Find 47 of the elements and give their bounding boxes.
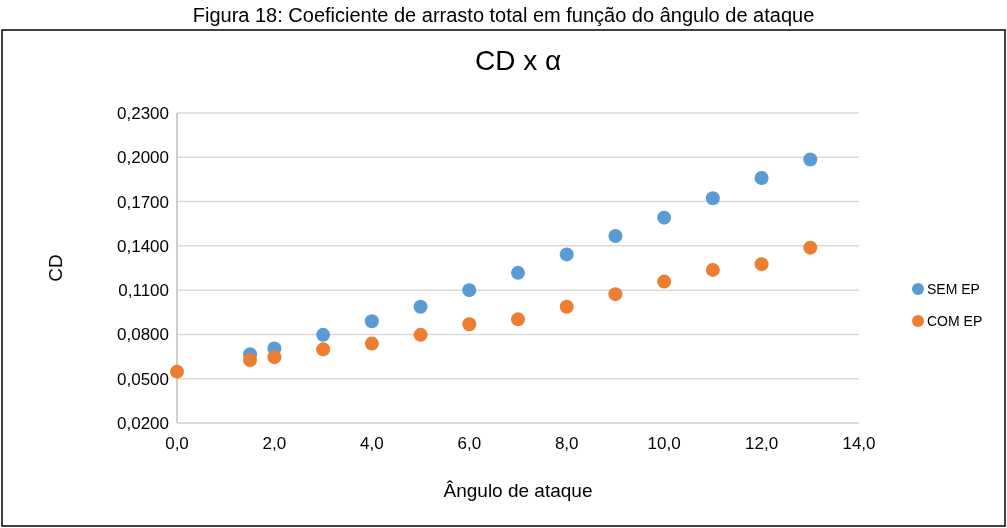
point bbox=[803, 152, 818, 167]
point bbox=[413, 327, 428, 342]
x-tick-label: 6,0 bbox=[457, 434, 482, 453]
point bbox=[657, 210, 672, 225]
point bbox=[364, 314, 379, 329]
y-tick-label: 0,1400 bbox=[117, 236, 169, 256]
point bbox=[657, 274, 672, 289]
point bbox=[316, 342, 331, 357]
point bbox=[559, 247, 574, 262]
y-tick-label: 0,1100 bbox=[118, 281, 169, 301]
y-tick-label: 0,0500 bbox=[117, 369, 169, 389]
legend-label: SEM EP bbox=[927, 280, 980, 297]
point bbox=[364, 336, 379, 351]
chart-title: CD x α bbox=[474, 45, 562, 76]
point bbox=[705, 191, 720, 206]
x-axis-title: Ângulo de ataque bbox=[443, 480, 593, 501]
x-tick-label: 0,0 bbox=[165, 434, 189, 453]
point bbox=[608, 287, 623, 302]
point bbox=[267, 350, 282, 365]
point bbox=[754, 257, 769, 272]
point bbox=[462, 317, 477, 332]
y-tick-label: 0,1700 bbox=[117, 192, 169, 212]
y-tick-label: 0,0800 bbox=[117, 325, 169, 345]
point bbox=[608, 228, 623, 243]
point bbox=[511, 265, 525, 280]
point bbox=[705, 262, 720, 277]
x-tick-label: 12,0 bbox=[745, 434, 779, 453]
point bbox=[754, 170, 769, 185]
point bbox=[559, 299, 574, 314]
point bbox=[316, 327, 331, 342]
point bbox=[511, 312, 525, 327]
point bbox=[243, 352, 258, 367]
y-axis-title: CD bbox=[45, 254, 66, 282]
x-tick-label: 10,0 bbox=[647, 434, 681, 453]
legend-label: COM EP bbox=[927, 312, 983, 329]
x-tick-label: 14,0 bbox=[842, 434, 876, 453]
point bbox=[462, 283, 477, 298]
point bbox=[413, 299, 428, 314]
y-tick-label: 0,0200 bbox=[117, 413, 169, 433]
text: Figura 18: Coeficiente de arrasto total em função do ângulo de ataque bbox=[192, 4, 815, 26]
point bbox=[170, 364, 184, 379]
point bbox=[803, 240, 818, 255]
x-tick-label: 2,0 bbox=[262, 434, 287, 453]
y-tick-label: 0,2000 bbox=[117, 148, 169, 168]
x-tick-label: 8,0 bbox=[554, 434, 579, 453]
y-tick-label: 0,2300 bbox=[117, 103, 169, 123]
x-tick-label: 4,0 bbox=[360, 434, 384, 453]
